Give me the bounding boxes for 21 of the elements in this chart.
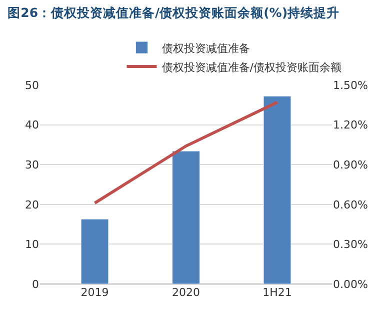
y-tick-label: 0 (32, 278, 39, 291)
y-tick-label: 10 (25, 238, 39, 252)
y-tick-label: 20 (25, 198, 39, 212)
y-tick-label: 40 (25, 118, 39, 132)
legend-label: 债权投资减值准备/债权投资账面余额 (162, 60, 342, 74)
y2-tick-label: 1.20% (333, 118, 368, 132)
legend-label: 债权投资减值准备 (162, 42, 250, 55)
x-tick-label: 1H21 (262, 286, 292, 299)
y-tick-label: 50 (25, 78, 39, 92)
y2-tick-label: 0.90% (333, 158, 368, 172)
y2-tick-label: 0.00% (333, 278, 368, 291)
y-tick-label: 30 (25, 158, 39, 172)
y2-tick-label: 0.60% (333, 198, 368, 212)
bar (263, 96, 292, 284)
y2-tick-label: 1.50% (333, 78, 368, 92)
bar (80, 218, 109, 284)
chart-title: 图26：债权投资减值准备/债权投资账面余额(%)持续提升 (8, 4, 340, 20)
x-tick-label: 2019 (80, 286, 109, 299)
x-tick-label: 2020 (172, 286, 200, 299)
y2-tick-label: 0.30% (333, 238, 368, 252)
bar (172, 150, 200, 284)
